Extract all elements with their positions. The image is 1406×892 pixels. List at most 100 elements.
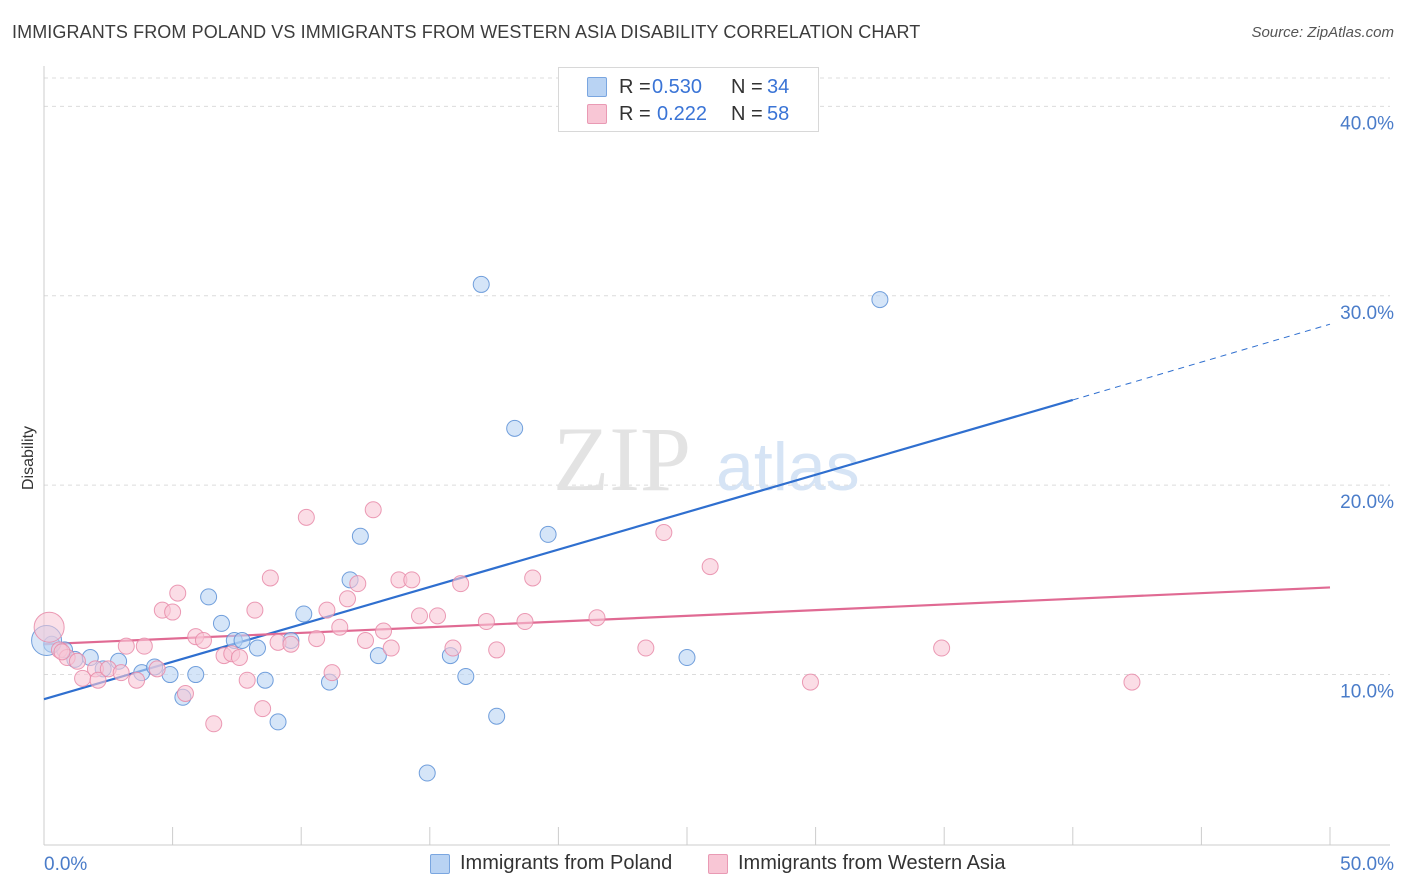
point-western-asia <box>429 607 447 625</box>
point-western-asia <box>331 618 349 636</box>
point-poland <box>200 588 218 606</box>
point-western-asia <box>246 601 264 619</box>
point-western-asia <box>933 639 951 657</box>
point-western-asia <box>89 671 107 689</box>
point-western-asia <box>254 700 272 718</box>
point-western-asia <box>444 639 462 657</box>
watermark-zip: ZIP <box>553 408 691 510</box>
legend-n-value: 34 <box>767 76 790 98</box>
point-western-asia <box>382 639 400 657</box>
trend-lines <box>43 323 1331 701</box>
point-poland <box>539 525 557 543</box>
y-tick-label: 20.0% <box>1340 492 1394 513</box>
legend-r-label: R = <box>619 103 651 125</box>
point-western-asia <box>801 673 819 691</box>
point-poland <box>351 527 369 545</box>
y-tick-label: 30.0% <box>1340 303 1394 324</box>
point-western-asia <box>261 569 279 587</box>
point-western-asia <box>318 601 336 619</box>
point-western-asia <box>176 684 194 702</box>
point-western-asia <box>169 584 187 602</box>
gridlines <box>44 77 1390 676</box>
point-western-asia <box>524 569 542 587</box>
chart-title: IMMIGRANTS FROM POLAND VS IMMIGRANTS FRO… <box>12 22 921 42</box>
bottom-legend-swatch-western-asia <box>708 854 728 874</box>
point-poland <box>369 647 387 665</box>
point-poland <box>871 291 889 309</box>
watermark-atlas: atlas <box>716 429 860 505</box>
legend-swatch-western-asia <box>587 104 607 124</box>
point-western-asia <box>349 575 367 593</box>
y-axis-label: Disability <box>20 426 37 490</box>
point-poland <box>488 707 506 725</box>
point-western-asia <box>375 622 393 640</box>
bottom-legend-label-poland: Immigrants from Poland <box>460 852 673 874</box>
bottom-legend-label-western-asia: Immigrants from Western Asia <box>738 852 1006 874</box>
point-western-asia <box>68 652 86 670</box>
point-western-asia <box>128 671 146 689</box>
point-western-asia <box>164 603 182 621</box>
point-western-asia <box>323 664 341 682</box>
point-western-asia <box>297 508 315 526</box>
point-western-asia <box>364 501 382 519</box>
point-western-asia <box>338 590 356 608</box>
point-poland <box>233 631 251 649</box>
point-western-asia <box>194 631 212 649</box>
point-poland <box>418 764 436 782</box>
point-western-asia <box>403 571 421 589</box>
legend-r-value: 0.222 <box>657 103 708 125</box>
point-western-asia <box>238 671 256 689</box>
trend-line-western-asia <box>43 586 1331 646</box>
source-label: Source: ZipAtlas.com <box>1251 24 1394 41</box>
y-tick-label: 10.0% <box>1340 682 1394 703</box>
point-western-asia <box>33 611 65 643</box>
point-western-asia <box>205 715 223 733</box>
point-poland <box>472 275 490 293</box>
watermark: ZIP atlas <box>553 408 860 510</box>
point-poland <box>248 639 266 657</box>
legend-r-value: 0.530 <box>652 76 703 98</box>
point-western-asia <box>117 637 135 655</box>
point-poland <box>506 419 524 437</box>
point-western-asia <box>308 630 326 648</box>
point-poland <box>256 671 274 689</box>
point-poland <box>269 713 287 731</box>
point-western-asia <box>135 637 153 655</box>
point-western-asia <box>1123 673 1141 691</box>
legend-n-value: 58 <box>767 103 790 125</box>
point-western-asia <box>112 664 130 682</box>
point-poland <box>187 666 205 684</box>
x-tick-label-max: 50.0% <box>1340 854 1394 875</box>
point-western-asia <box>488 641 506 659</box>
point-western-asia <box>411 607 429 625</box>
bottom-legend-swatch-poland <box>430 854 450 874</box>
point-western-asia <box>637 639 655 657</box>
x-tick-label-min: 0.0% <box>44 854 87 875</box>
point-western-asia <box>230 649 248 667</box>
point-western-asia <box>516 613 534 631</box>
legend-n-label: N = <box>731 103 763 125</box>
stats-legend: R = 0.530 N = 34 R = 0.222 N = 58 <box>558 67 819 132</box>
data-points <box>31 275 1141 782</box>
point-poland <box>678 649 696 667</box>
legend-n-label: N = <box>731 76 763 98</box>
point-western-asia <box>357 631 374 649</box>
trend-line-poland <box>43 398 1074 701</box>
point-western-asia <box>588 609 606 627</box>
point-western-asia <box>282 635 300 653</box>
legend-r-label: R = <box>619 76 651 98</box>
tick-labels: 10.0% 20.0% 30.0% 40.0% 0.0% 50.0% <box>44 113 1394 875</box>
point-poland <box>212 614 230 632</box>
point-western-asia <box>53 643 71 661</box>
point-western-asia <box>655 524 673 542</box>
point-western-asia <box>701 558 719 576</box>
point-poland <box>295 605 313 623</box>
point-poland <box>457 667 475 685</box>
point-western-asia <box>477 613 495 631</box>
axes <box>43 66 1390 846</box>
point-western-asia <box>452 575 470 593</box>
trend-line-poland-extension <box>1072 323 1331 401</box>
point-western-asia <box>148 660 166 678</box>
y-tick-label: 40.0% <box>1340 113 1394 134</box>
